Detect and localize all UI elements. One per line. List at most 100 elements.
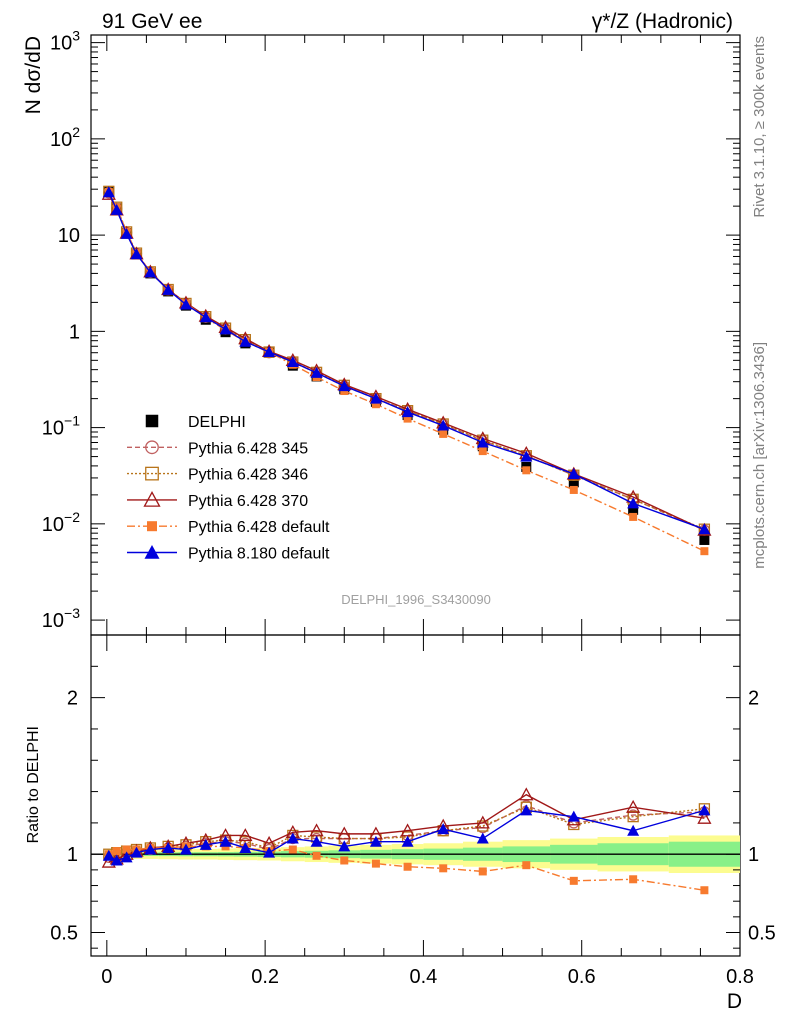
y-tick-label: 10−2 xyxy=(42,509,80,536)
legend: DELPHI Pythia 6.428 345 Pythia 6.428 346 Py… xyxy=(127,414,330,563)
main-point-pythia-6-428-default xyxy=(478,447,487,456)
ratio-point-pythia-6-428-default xyxy=(439,864,448,873)
ratio-y-tick-label: 0.5 xyxy=(50,923,78,945)
y-tick-label: 103 xyxy=(50,28,80,55)
ratio-point-pythia-8-180-default xyxy=(162,841,175,853)
main-y-axis-label: N dσ/dD xyxy=(22,36,45,114)
main-point-pythia-8-180-default xyxy=(162,283,175,295)
ratio-point-pythia-8-180-default xyxy=(144,843,157,855)
ratio-point-pythia-6-428-default xyxy=(700,886,709,895)
legend-marker-pythia-8-180-default xyxy=(144,545,160,559)
main-point-pythia-8-180-default xyxy=(239,335,252,347)
main-series-layer xyxy=(101,185,712,556)
main-point-pythia-8-180-default xyxy=(698,523,711,535)
main-point-pythia-8-180-default xyxy=(179,298,192,310)
x-tick-label: 0.2 xyxy=(251,966,279,988)
ratio-point-pythia-8-180-default xyxy=(130,846,143,858)
ratio-point-pythia-8-180-default xyxy=(120,851,133,863)
ratio-point-pythia-6-428-default xyxy=(629,875,638,884)
ratio-line-pythia-6-428-345 xyxy=(108,804,705,859)
ratio-point-pythia-8-180-default xyxy=(437,823,450,835)
y-tick-label: 10−3 xyxy=(42,605,80,632)
main-point-delphi xyxy=(628,504,639,515)
ratio-point-pythia-6-428-default xyxy=(371,859,380,868)
ratio-point-pythia-8-180-default xyxy=(102,849,115,861)
main-point-pythia-8-180-default xyxy=(120,227,133,239)
main-point-pythia-6-428-default xyxy=(403,414,412,423)
main-point-pythia-8-180-default xyxy=(369,392,382,404)
main-point-pythia-6-428-default xyxy=(371,400,380,409)
x-tick-label: 0.4 xyxy=(410,966,438,988)
ratio-point-pythia-8-180-default xyxy=(310,835,323,847)
main-point-pythia-8-180-default xyxy=(627,497,640,509)
main-point-pythia-8-180-default xyxy=(286,356,299,368)
ratio-panel-frame xyxy=(90,634,741,957)
main-point-pythia-8-180-default xyxy=(437,419,450,431)
title-right: γ*/Z (Hadronic) xyxy=(592,10,733,33)
main-point-pythia-6-428-default xyxy=(569,485,578,494)
main-point-pythia-6-428-default xyxy=(700,547,709,556)
y-tick-label: 10−1 xyxy=(42,413,80,440)
ratio-point-pythia-6-428-370 xyxy=(238,828,253,842)
side-text-rivet: Rivet 3.1.10, ≥ 300k events xyxy=(751,36,768,218)
legend-marker-pythia-6-428-345 xyxy=(145,440,159,455)
main-point-pythia-8-180-default xyxy=(110,203,123,215)
ratio-point-pythia-8-180-default xyxy=(219,835,232,847)
ratio-point-pythia-8-180-default xyxy=(369,835,382,847)
ratio-point-pythia-6-428-370 xyxy=(337,826,352,840)
main-point-pythia-6-428-default xyxy=(629,512,638,521)
ratio-point-pythia-8-180-default xyxy=(110,854,123,866)
ratio-point-pythia-8-180-default xyxy=(520,804,533,816)
ratio-point-pythia-8-180-default xyxy=(476,832,489,844)
ratio-point-pythia-6-428-370 xyxy=(626,799,641,813)
ratio-point-pythia-6-428-default xyxy=(112,847,121,856)
ratio-point-pythia-6-428-default xyxy=(340,856,349,865)
main-point-pythia-8-180-default xyxy=(338,380,351,392)
title-left: 91 GeV ee xyxy=(102,10,202,33)
ratio-point-pythia-8-180-default xyxy=(239,841,252,853)
x-tick-label: 0.8 xyxy=(726,966,754,988)
legend-marker-pythia-6-428-default xyxy=(147,521,157,532)
legend-label-pythia-6-428-345: Pythia 6.428 345 xyxy=(188,440,308,457)
ratio-point-pythia-6-428-default xyxy=(403,862,412,871)
main-line-pythia-8-180-default xyxy=(108,191,705,530)
x-tick-label: 0.6 xyxy=(568,966,596,988)
main-point-pythia-8-180-default xyxy=(476,436,489,448)
y-tick-label: 1 xyxy=(69,321,80,343)
ratio-y-tick-label: 1 xyxy=(67,844,78,866)
ratio-series-layer xyxy=(101,787,712,895)
main-point-pythia-8-180-default xyxy=(144,266,157,278)
ratio-point-pythia-8-180-default xyxy=(199,838,212,850)
main-point-pythia-8-180-default xyxy=(520,450,533,462)
main-axis-ticks: 10−3 10−2 10−1 1 10 102 103 xyxy=(42,28,741,635)
ratio-point-pythia-6-428-370 xyxy=(519,787,534,801)
ratio-point-pythia-8-180-default xyxy=(263,846,276,858)
ratio-line-pythia-6-428-default xyxy=(108,845,705,891)
ratio-point-pythia-6-428-default xyxy=(522,861,531,870)
y-tick-label: 102 xyxy=(50,124,80,151)
main-point-pythia-6-428-default xyxy=(439,429,448,438)
ratio-line-pythia-6-428-370 xyxy=(108,793,705,863)
ratio-axis-ticks: 0 0.2 0.4 0.6 0.8 0.5 0.5 1 1 2 2 xyxy=(50,634,776,988)
main-point-pythia-8-180-default xyxy=(102,186,115,198)
ratio-point-pythia-8-180-default xyxy=(627,824,640,836)
main-point-pythia-8-180-default xyxy=(130,248,143,260)
main-point-pythia-8-180-default xyxy=(219,323,232,335)
legend-label-pythia-6-428-346: Pythia 6.428 346 xyxy=(188,467,308,484)
ratio-point-pythia-6-428-default xyxy=(288,845,297,854)
ratio-y-axis-label: Ratio to DELPHI xyxy=(25,726,42,843)
main-point-pythia-8-180-default xyxy=(263,346,276,358)
main-point-pythia-6-428-default xyxy=(522,466,531,475)
main-point-pythia-8-180-default xyxy=(401,406,414,418)
ratio-point-pythia-8-180-default xyxy=(179,843,192,855)
ratio-y-tick-label: 2 xyxy=(67,688,78,710)
legend-marker-pythia-6-428-370 xyxy=(143,491,161,507)
main-point-pythia-8-180-default xyxy=(199,311,212,323)
ratio-point-pythia-6-428-370 xyxy=(475,815,490,829)
main-point-delphi xyxy=(699,534,710,545)
main-line-pythia-6-428-346 xyxy=(108,191,705,530)
legend-label-pythia-8-180-default: Pythia 8.180 default xyxy=(188,546,330,563)
main-point-delphi xyxy=(568,477,579,488)
analysis-id-label: DELPHI_1996_S3430090 xyxy=(341,592,491,607)
